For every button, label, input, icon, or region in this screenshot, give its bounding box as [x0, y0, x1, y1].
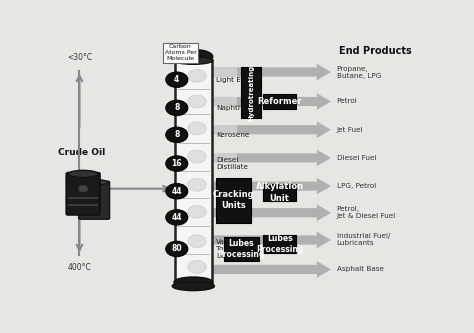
Circle shape — [166, 241, 188, 257]
Text: Carbon
Atoms Per
Molecule: Carbon Atoms Per Molecule — [164, 44, 196, 62]
Circle shape — [166, 72, 188, 87]
Text: Lubes
Processing: Lubes Processing — [218, 239, 265, 259]
Circle shape — [166, 183, 188, 199]
Circle shape — [188, 260, 206, 273]
Circle shape — [188, 122, 206, 135]
Circle shape — [188, 95, 206, 108]
Polygon shape — [212, 178, 331, 194]
Circle shape — [166, 100, 188, 116]
Bar — [175, 61, 212, 284]
FancyBboxPatch shape — [66, 172, 100, 215]
Bar — [210, 67, 237, 77]
Text: Industrial Fuel/
Lubricants: Industrial Fuel/ Lubricants — [337, 233, 390, 246]
Polygon shape — [212, 261, 331, 278]
Text: 400°C: 400°C — [68, 262, 91, 271]
Text: 16: 16 — [172, 159, 182, 168]
Circle shape — [188, 70, 206, 82]
Text: Cracking
Units: Cracking Units — [213, 190, 255, 210]
Bar — [224, 237, 258, 261]
Bar — [210, 153, 237, 163]
Text: Medium
Gas Oil/: Medium Gas Oil/ — [216, 185, 245, 198]
Polygon shape — [212, 93, 331, 110]
Polygon shape — [212, 232, 331, 248]
Ellipse shape — [174, 50, 213, 64]
Ellipse shape — [174, 277, 213, 287]
Circle shape — [166, 127, 188, 143]
Polygon shape — [212, 64, 331, 80]
Polygon shape — [212, 121, 331, 138]
Bar — [210, 125, 237, 134]
Ellipse shape — [80, 179, 108, 185]
Text: LPG, Petrol: LPG, Petrol — [337, 183, 376, 189]
Bar — [210, 97, 237, 106]
Circle shape — [188, 235, 206, 248]
Text: Lubes
Processing: Lubes Processing — [256, 234, 303, 254]
Circle shape — [188, 150, 206, 163]
Text: Petrol,
Jet & Diesel Fuel: Petrol, Jet & Diesel Fuel — [337, 206, 396, 219]
Text: 44: 44 — [172, 187, 182, 196]
Text: Vacuum
Tower
Bottoms: Vacuum Tower Bottoms — [216, 239, 246, 259]
Ellipse shape — [174, 57, 213, 64]
Text: 8: 8 — [174, 104, 180, 113]
Polygon shape — [212, 150, 331, 166]
Text: Heavy
Gas Oil: Heavy Gas Oil — [216, 211, 242, 224]
Ellipse shape — [172, 282, 214, 291]
Circle shape — [166, 210, 188, 225]
Text: Jet Fuel: Jet Fuel — [337, 127, 363, 133]
Text: Light Ends: Light Ends — [216, 77, 254, 83]
Text: <30°C: <30°C — [67, 53, 92, 62]
FancyBboxPatch shape — [79, 181, 109, 219]
Text: Naphtha: Naphtha — [216, 105, 247, 111]
Text: Kerosene: Kerosene — [216, 132, 249, 138]
Circle shape — [188, 178, 206, 191]
Text: Asphalt Base: Asphalt Base — [337, 266, 383, 272]
Text: Propane,
Butane, LPG: Propane, Butane, LPG — [337, 66, 381, 79]
Text: Petrol: Petrol — [337, 99, 357, 105]
Text: Hydrotreating: Hydrotreating — [248, 64, 254, 121]
Bar — [241, 67, 261, 118]
Text: End Products: End Products — [339, 46, 411, 56]
Circle shape — [166, 156, 188, 171]
Polygon shape — [212, 204, 331, 221]
Text: Alkylation
Unit: Alkylation Unit — [255, 182, 304, 202]
Bar — [216, 178, 251, 223]
Bar — [264, 183, 296, 201]
Circle shape — [188, 205, 206, 218]
Bar — [264, 235, 296, 253]
Text: Diesel Fuel: Diesel Fuel — [337, 155, 376, 161]
Text: Reformer: Reformer — [257, 97, 302, 106]
Text: Diesel
Distillate: Diesel Distillate — [216, 157, 248, 170]
Text: 8: 8 — [174, 130, 180, 139]
Bar — [186, 55, 201, 62]
Ellipse shape — [68, 170, 98, 177]
Text: 80: 80 — [172, 244, 182, 253]
Text: 4: 4 — [174, 75, 180, 84]
Text: 44: 44 — [172, 213, 182, 222]
Bar — [264, 94, 296, 109]
Text: Crude Oil: Crude Oil — [58, 148, 105, 157]
Circle shape — [78, 185, 88, 192]
